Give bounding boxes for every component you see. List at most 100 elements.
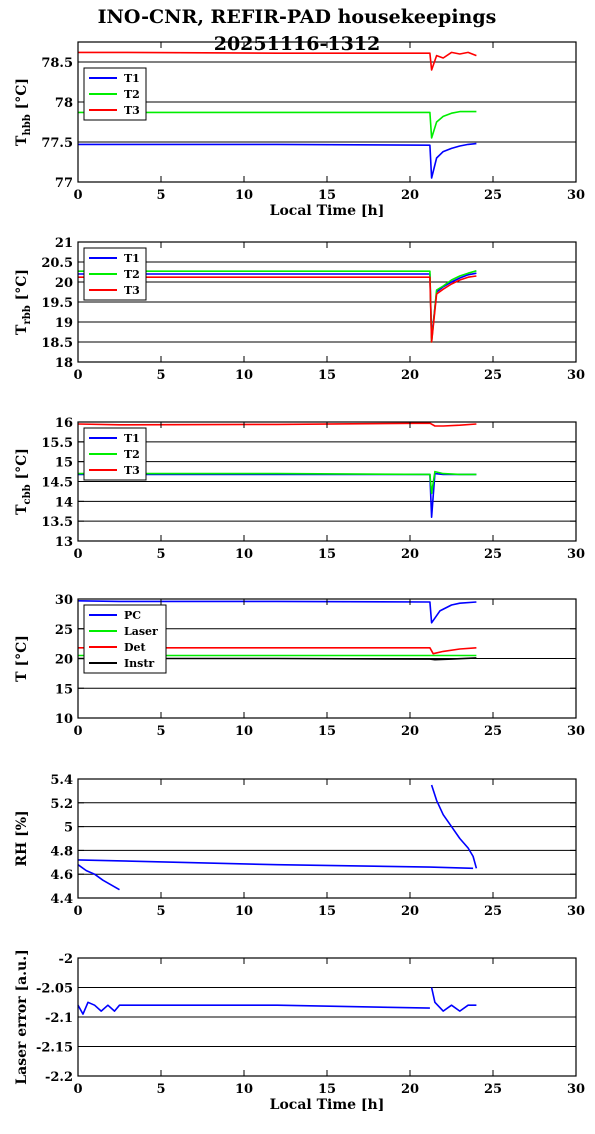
series-line-2 xyxy=(78,270,477,343)
panel-3: 0 5 10 15 20 25 30 13 13.5 14 14.5 15 15.5 16 Tcbb [°C… xyxy=(14,416,585,562)
x-tick-label: 15 xyxy=(318,904,336,919)
legend-entry: T1 xyxy=(124,432,140,445)
x-tick-label: 5 xyxy=(156,188,165,203)
series-line-4 xyxy=(78,657,477,661)
panel-4: 0 5 10 15 20 25 30 10 15 20 25 30 T [°C] PC Laser Det In… xyxy=(14,593,585,739)
y-tick-label: 14 xyxy=(55,495,73,510)
x-tick-label: 0 xyxy=(73,547,82,562)
y-tick-label: 25 xyxy=(55,623,73,638)
x-tick-label: 15 xyxy=(318,547,336,562)
x-tick-label: 25 xyxy=(484,188,502,203)
y-tick-label: 21 xyxy=(55,236,73,251)
legend-entry: T2 xyxy=(124,88,140,101)
legend-entry: T3 xyxy=(124,464,140,477)
x-tick-label: 10 xyxy=(235,368,253,383)
x-tick-label: 15 xyxy=(318,724,336,739)
series-line-2 xyxy=(430,987,477,1012)
y-tick-label: 5.2 xyxy=(50,797,73,812)
x-tick-label: 5 xyxy=(156,368,165,383)
y-tick-label: 13.5 xyxy=(41,515,73,530)
y-axis-label: Tcbb [°C] xyxy=(14,448,33,515)
legend: T1 T2 T3 xyxy=(83,427,147,481)
chart-panels: 0 5 10 15 20 25 30 77 77.5 78 78.5 Local Time [h] Th… xyxy=(14,41,585,1113)
y-tick-label: -2.1 xyxy=(45,1011,73,1026)
y-tick-label: 18 xyxy=(55,356,73,371)
y-tick-label: 20.5 xyxy=(41,256,73,271)
x-tick-label: 30 xyxy=(567,188,585,203)
y-tick-label: 14.5 xyxy=(41,476,73,491)
legend-entry: T1 xyxy=(124,252,140,265)
panel-5: 0 5 10 15 20 25 30 4.4 4.6 4.8 5 5.2 5.4 RH [%] xyxy=(14,773,585,919)
x-tick-label: 25 xyxy=(484,904,502,919)
x-tick-label: 30 xyxy=(567,724,585,739)
series-line-2 xyxy=(78,470,477,495)
y-tick-label: 4.8 xyxy=(50,844,73,859)
series-line-3 xyxy=(78,275,477,343)
panel-2: 0 5 10 15 20 25 30 18 18.5 19 19.5 20 20.5 21 Trbb [°C… xyxy=(14,236,585,383)
series-line-3 xyxy=(430,784,478,869)
legend-entry: Laser xyxy=(124,625,158,638)
x-tick-label: 20 xyxy=(401,547,419,562)
y-tick-label: 19.5 xyxy=(41,296,73,311)
y-tick-label: 13 xyxy=(55,535,73,550)
plot-frame xyxy=(77,778,577,899)
y-tick-label: -2.05 xyxy=(36,982,73,997)
y-tick-label: -2.2 xyxy=(45,1070,73,1085)
legend-entry: Det xyxy=(124,641,147,654)
x-tick-label: 0 xyxy=(73,1082,82,1097)
x-tick-label: 10 xyxy=(235,547,253,562)
y-tick-label: 4.6 xyxy=(50,868,73,883)
y-axis-label: Trbb [°C] xyxy=(14,269,33,335)
series-line-3 xyxy=(77,422,477,427)
x-tick-label: 15 xyxy=(318,1082,336,1097)
y-tick-label: 77.5 xyxy=(41,136,73,151)
legend-box xyxy=(83,604,167,674)
y-tick-label: 16 xyxy=(55,416,73,431)
x-tick-label: 0 xyxy=(73,724,82,739)
x-tick-label: 0 xyxy=(73,904,82,919)
x-tick-label: 25 xyxy=(484,1082,502,1097)
y-tick-label: 5.4 xyxy=(50,773,73,788)
series-line-1 xyxy=(78,142,477,179)
x-tick-label: 30 xyxy=(567,1082,585,1097)
y-tick-label: 30 xyxy=(55,593,73,608)
x-tick-label: 20 xyxy=(401,904,419,919)
y-tick-label: 15 xyxy=(55,682,73,697)
title-line-2: 20251116-1312 xyxy=(214,33,381,55)
x-tick-label: 30 xyxy=(567,368,585,383)
x-tick-label: 5 xyxy=(156,547,165,562)
y-tick-label: 20 xyxy=(55,276,73,291)
x-tick-label: 5 xyxy=(156,724,165,739)
x-tick-label: 5 xyxy=(156,904,165,919)
x-axis-label: Local Time [h] xyxy=(270,203,385,219)
y-axis-label: T [°C] xyxy=(14,635,30,682)
x-tick-label: 25 xyxy=(484,724,502,739)
x-tick-label: 25 xyxy=(484,368,502,383)
y-axis-label: Laser error [a.u.] xyxy=(14,949,30,1084)
x-tick-label: 20 xyxy=(401,188,419,203)
x-tick-label: 15 xyxy=(318,188,336,203)
x-tick-label: 0 xyxy=(73,368,82,383)
y-tick-label: 19 xyxy=(55,316,73,331)
legend-entry: PC xyxy=(124,609,141,622)
x-tick-label: 10 xyxy=(235,724,253,739)
series-line-1 xyxy=(77,600,477,624)
legend-entry: T1 xyxy=(124,72,140,85)
x-tick-label: 30 xyxy=(567,547,585,562)
legend-entry: T3 xyxy=(124,104,140,117)
y-tick-label: 78 xyxy=(55,96,73,111)
y-tick-label: 20 xyxy=(55,653,73,668)
x-tick-label: 15 xyxy=(318,368,336,383)
title-line-1: INO-CNR, REFIR-PAD housekeepings xyxy=(98,6,497,28)
x-tick-label: 25 xyxy=(484,547,502,562)
legend-entry: T2 xyxy=(124,448,140,461)
x-tick-label: 20 xyxy=(401,368,419,383)
legend: T1 T2 T3 xyxy=(83,247,147,301)
x-tick-label: 30 xyxy=(567,904,585,919)
panel-1: 0 5 10 15 20 25 30 77 77.5 78 78.5 Local Time [h] Th… xyxy=(14,41,585,219)
y-tick-label: 5 xyxy=(64,821,73,836)
x-tick-label: 5 xyxy=(156,1082,165,1097)
legend-entry: T3 xyxy=(124,284,140,297)
series-line-1 xyxy=(77,864,120,891)
